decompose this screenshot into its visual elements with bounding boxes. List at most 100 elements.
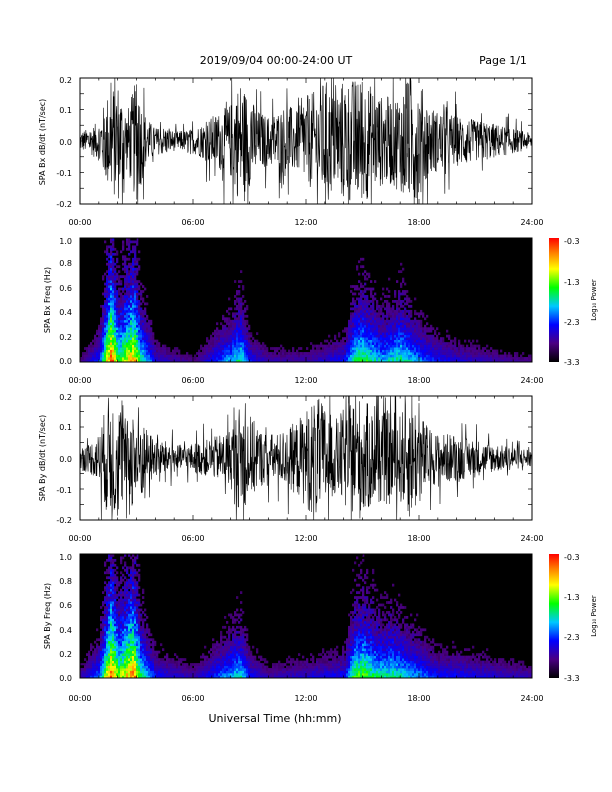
spectrogram-cell (116, 633, 119, 637)
spectrogram-cell (92, 357, 95, 360)
spectrogram-cell (336, 352, 339, 355)
spectrogram-cell (146, 645, 149, 649)
spectrogram-cell (100, 658, 103, 661)
spectrogram-cell (348, 322, 351, 326)
spectrogram-cell (124, 638, 127, 642)
spectrogram-cell (384, 352, 387, 355)
spectrogram-cell (126, 359, 129, 363)
spectrogram-cell (358, 359, 361, 363)
spectrogram-cell (384, 359, 387, 363)
spectrogram-cell (110, 620, 113, 624)
panel-3-xticks: 00:00 06:00 12:00 18:00 24:00 (68, 534, 543, 543)
spectrogram-cell (134, 606, 137, 609)
spectrogram-cell (202, 660, 205, 664)
spectrogram-cell (362, 344, 365, 348)
spectrogram-cell (92, 347, 95, 350)
spectrogram-cell (82, 352, 85, 355)
spectrogram-cell (138, 625, 141, 629)
spectrogram-cell (144, 349, 147, 353)
spectrogram-cell (378, 332, 381, 336)
panel-4-plot-area (79, 553, 533, 679)
spectrogram-cell (136, 344, 139, 348)
spectrogram-cell (352, 334, 355, 338)
spectrogram-cell (80, 675, 83, 679)
panel-3-yticks: 0.2 0.1 0.0 -0.1 -0.2 (56, 393, 72, 525)
spectrogram-cell (94, 658, 97, 661)
spectrogram-cell (394, 339, 397, 343)
spectrogram-cell (436, 347, 439, 350)
x-tick-label: 06:00 (181, 534, 204, 543)
spectrogram-cell (368, 319, 371, 323)
spectrogram-cell (180, 668, 183, 671)
spectrogram-cell (396, 347, 399, 350)
spectrogram-cell (98, 648, 101, 652)
spectrogram-cell (350, 337, 353, 340)
spectrogram-cell (148, 342, 151, 345)
spectrogram-cell (144, 650, 147, 654)
y-tick-label: 0.0 (59, 138, 72, 147)
spectrogram-cell (248, 327, 251, 331)
spectrogram-cell (144, 309, 147, 313)
spectrogram-cell (144, 633, 147, 637)
spectrogram-cell (300, 347, 303, 350)
spectrogram-cell (128, 653, 131, 656)
spectrogram-cell (124, 349, 127, 353)
spectrogram-cell (114, 357, 117, 360)
spectrogram-cell (280, 349, 283, 353)
spectrogram-cell (396, 334, 399, 338)
spectrogram-cell (256, 332, 259, 336)
spectrogram-cell (222, 665, 225, 669)
spectrogram-cell (128, 596, 131, 599)
spectrogram-cell (106, 603, 109, 607)
spectrogram-cell (122, 668, 125, 671)
spectrogram-cell (88, 655, 91, 659)
spectrogram-cell (120, 601, 123, 604)
spectrogram-cell (276, 354, 279, 358)
spectrogram-cell (374, 309, 377, 313)
spectrogram-cell (368, 302, 371, 306)
spectrogram-cell (240, 357, 243, 360)
spectrogram-cell (106, 665, 109, 669)
spectrogram-cell (500, 359, 503, 363)
spectrogram-cell (270, 359, 273, 363)
spectrogram-cell (360, 349, 363, 353)
spectrogram-cell (412, 329, 415, 333)
spectrogram-cell (284, 354, 287, 358)
spectrogram-cell (144, 337, 147, 340)
spectrogram-cell (212, 675, 215, 679)
spectrogram-cell (428, 337, 431, 340)
spectrogram-cell (228, 643, 231, 647)
spectrogram-cell (354, 302, 357, 306)
spectrogram-cell (406, 314, 409, 318)
spectrogram-cell (106, 327, 109, 331)
panel-2-ylabel: SPA Bx Freq (Hz) (43, 267, 52, 333)
spectrogram-cell (372, 309, 375, 313)
spectrogram-cell (116, 354, 119, 358)
spectrogram-cell (130, 638, 133, 642)
spectrogram-cell (376, 314, 379, 318)
spectrogram-cell (120, 606, 123, 609)
spectrogram-cell (118, 329, 121, 333)
spectrogram-cell (236, 304, 239, 308)
spectrogram-cell (290, 354, 293, 358)
spectrogram-cell (94, 337, 97, 340)
spectrogram-cell (164, 668, 167, 671)
spectrogram-cell (356, 267, 359, 271)
spectrogram-cell (146, 638, 149, 642)
spectrogram-cell (180, 658, 183, 661)
spectrogram-cell (220, 354, 223, 358)
x-tick-label: 00:00 (68, 218, 91, 227)
spectrogram-cell (380, 319, 383, 323)
spectrogram-cell (232, 319, 235, 323)
spectrogram-cell (124, 650, 127, 654)
spectrogram-cell (134, 292, 137, 296)
spectrogram-cell (128, 611, 131, 614)
spectrogram-cell (158, 352, 161, 355)
spectrogram-cell (186, 354, 189, 358)
spectrogram-cell (126, 591, 129, 594)
spectrogram-cell (478, 344, 481, 348)
spectrogram-cell (378, 349, 381, 353)
spectrogram-cell (494, 349, 497, 353)
spectrogram-cell (226, 339, 229, 343)
spectrogram-cell (450, 339, 453, 343)
